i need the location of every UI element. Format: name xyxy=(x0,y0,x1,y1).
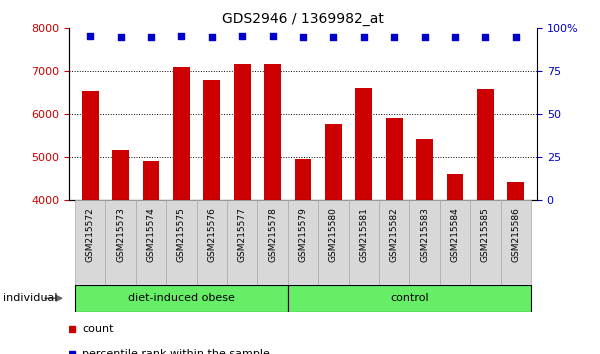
Bar xyxy=(355,87,372,200)
Bar xyxy=(136,200,166,285)
Bar xyxy=(325,124,342,200)
Bar xyxy=(257,200,288,285)
Bar xyxy=(197,200,227,285)
Bar xyxy=(295,159,311,200)
Text: GSM215585: GSM215585 xyxy=(481,207,490,262)
Bar xyxy=(82,91,98,200)
Point xyxy=(298,34,308,40)
Text: GSM215574: GSM215574 xyxy=(146,207,155,262)
Point xyxy=(481,34,490,40)
Bar xyxy=(227,200,257,285)
Text: GSM215582: GSM215582 xyxy=(389,207,398,262)
Point xyxy=(176,33,186,39)
Point xyxy=(85,33,95,39)
Bar xyxy=(264,63,281,200)
Bar xyxy=(349,200,379,285)
Bar xyxy=(106,200,136,285)
Text: GSM215579: GSM215579 xyxy=(299,207,308,262)
Point xyxy=(207,34,217,40)
Bar xyxy=(288,200,318,285)
Text: GSM215575: GSM215575 xyxy=(177,207,186,262)
Text: GSM215581: GSM215581 xyxy=(359,207,368,262)
Point xyxy=(268,33,277,39)
Bar xyxy=(379,200,409,285)
Text: count: count xyxy=(82,324,113,334)
Text: GSM215583: GSM215583 xyxy=(420,207,429,262)
Text: percentile rank within the sample: percentile rank within the sample xyxy=(82,349,270,354)
Point xyxy=(511,34,521,40)
Bar xyxy=(203,80,220,200)
Text: GSM215580: GSM215580 xyxy=(329,207,338,262)
Text: GSM215572: GSM215572 xyxy=(86,207,95,262)
Point xyxy=(389,34,399,40)
Bar xyxy=(166,200,197,285)
Point xyxy=(116,34,125,40)
Bar xyxy=(234,63,251,200)
Bar xyxy=(440,200,470,285)
Bar xyxy=(173,67,190,200)
Point xyxy=(146,34,156,40)
Bar xyxy=(143,160,160,200)
Bar xyxy=(75,285,288,312)
Text: individual: individual xyxy=(3,293,58,303)
Text: GSM215586: GSM215586 xyxy=(511,207,520,262)
Bar xyxy=(288,285,531,312)
Text: GSM215573: GSM215573 xyxy=(116,207,125,262)
Text: control: control xyxy=(390,293,428,303)
Bar xyxy=(75,200,106,285)
Point xyxy=(329,34,338,40)
Text: GSM215576: GSM215576 xyxy=(208,207,217,262)
Text: GSM215584: GSM215584 xyxy=(451,207,460,262)
Bar xyxy=(500,200,531,285)
Bar xyxy=(477,89,494,200)
Text: GSM215578: GSM215578 xyxy=(268,207,277,262)
Point xyxy=(359,34,368,40)
Point xyxy=(238,33,247,39)
Point xyxy=(420,34,430,40)
Bar xyxy=(470,200,500,285)
Text: diet-induced obese: diet-induced obese xyxy=(128,293,235,303)
Bar xyxy=(409,200,440,285)
Bar xyxy=(112,150,129,200)
Title: GDS2946 / 1369982_at: GDS2946 / 1369982_at xyxy=(222,12,384,26)
Point xyxy=(450,34,460,40)
Bar xyxy=(318,200,349,285)
Bar xyxy=(386,118,403,200)
Bar xyxy=(446,174,463,200)
Bar xyxy=(508,182,524,200)
Bar xyxy=(416,139,433,200)
Text: GSM215577: GSM215577 xyxy=(238,207,247,262)
